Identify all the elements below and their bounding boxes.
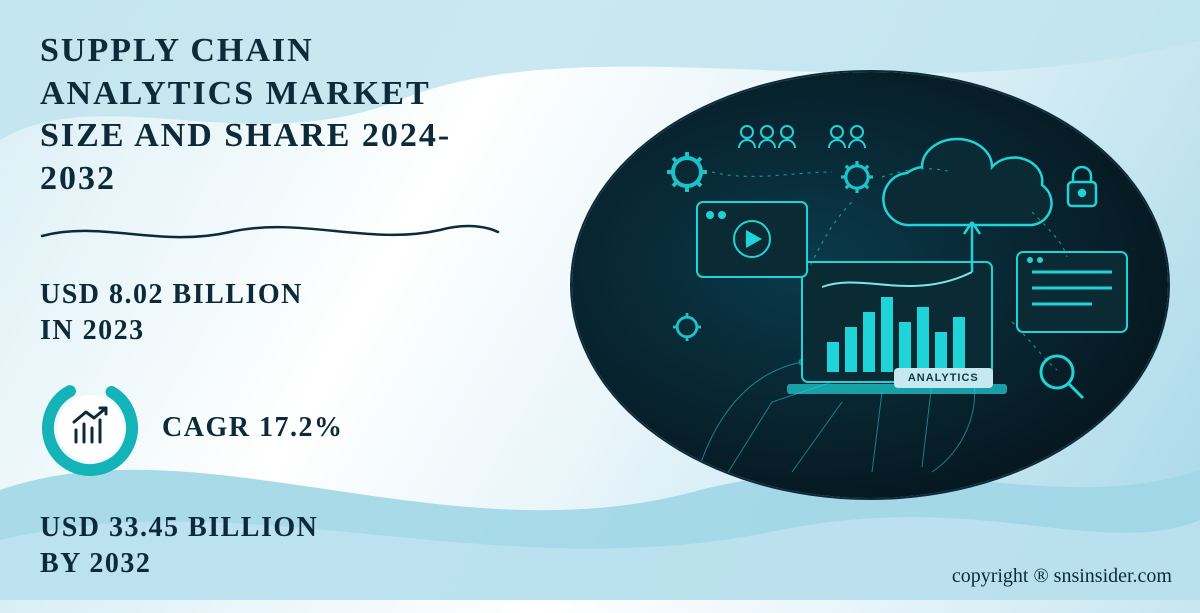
- hero-ellipse: ANALYTICS: [570, 70, 1170, 500]
- stat-2023: USD 8.02 BILLION IN 2023: [40, 277, 520, 350]
- stat-2032-value: USD 33.45 BILLION: [40, 510, 520, 546]
- magnifier-icon: [1041, 356, 1083, 398]
- info-column: SUPPLY CHAIN ANALYTICS MARKET SIZE AND S…: [0, 0, 560, 613]
- stat-2032-period: BY 2032: [40, 546, 520, 582]
- cagr-badge: [40, 378, 140, 478]
- page-title: SUPPLY CHAIN ANALYTICS MARKET SIZE AND S…: [40, 30, 520, 200]
- wavy-divider: [40, 218, 500, 248]
- stat-2023-value: USD 8.02 BILLION: [40, 277, 520, 313]
- stat-2023-period: IN 2023: [40, 313, 520, 349]
- lock-icon: [1068, 167, 1096, 206]
- list-card-icon: [1017, 252, 1127, 332]
- cagr-row: CAGR 17.2%: [40, 378, 520, 478]
- cagr-label: CAGR 17.2%: [162, 412, 343, 444]
- stat-2032: USD 33.45 BILLION BY 2032: [40, 510, 520, 583]
- analytics-illustration: [572, 72, 1170, 500]
- analytics-tag: ANALYTICS: [894, 368, 993, 388]
- copyright-text: copyright ® snsinsider.com: [952, 565, 1172, 588]
- video-card-icon: [697, 202, 807, 277]
- people-icon: [739, 126, 865, 148]
